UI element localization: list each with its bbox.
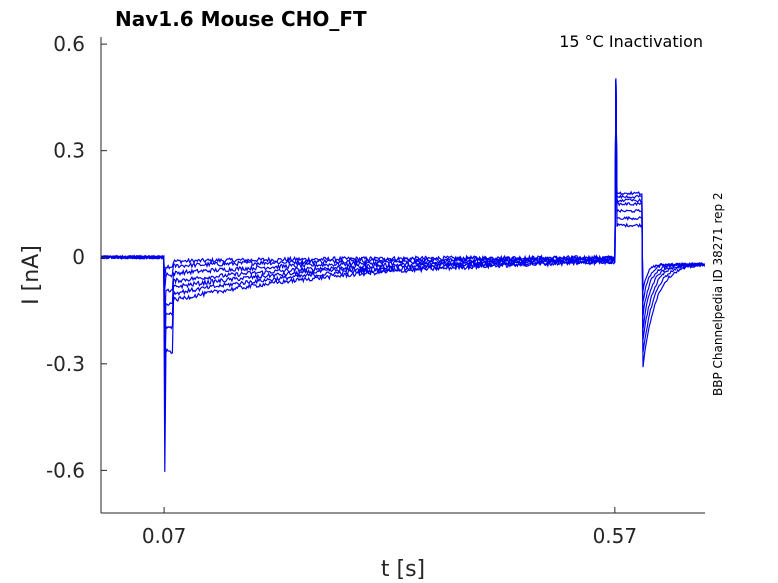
y-tick-label: 0 <box>72 245 85 269</box>
y-tick-label: 0.3 <box>53 139 85 163</box>
y-tick-label: 0.6 <box>53 32 85 56</box>
plot-area: 0.6 0.3 0 -0.3 -0.6 0.07 0.57 <box>46 32 706 548</box>
current-traces <box>100 78 706 472</box>
current-trace-line <box>100 80 705 319</box>
x-tick-label: 0.07 <box>142 524 187 548</box>
current-trace-line <box>100 78 706 361</box>
x-tick-label: 0.57 <box>593 524 638 548</box>
current-trace-line <box>100 80 706 472</box>
current-trace-line <box>101 80 706 386</box>
y-axis-label: I [nA] <box>19 245 44 305</box>
y-tick-label: -0.6 <box>46 458 85 482</box>
y-tick-label: -0.3 <box>46 352 85 376</box>
current-trace-line <box>100 80 706 338</box>
condition-annotation: 15 °C Inactivation <box>559 32 703 51</box>
chart-title: Nav1.6 Mouse CHO_FT <box>115 7 367 31</box>
x-axis-label: t [s] <box>381 557 425 582</box>
x-ticks: 0.07 0.57 <box>142 507 637 548</box>
channelpedia-id-label: BBP Channelpedia ID 38271 rep 2 <box>711 192 725 396</box>
y-ticks: 0.6 0.3 0 -0.3 -0.6 <box>46 32 107 482</box>
